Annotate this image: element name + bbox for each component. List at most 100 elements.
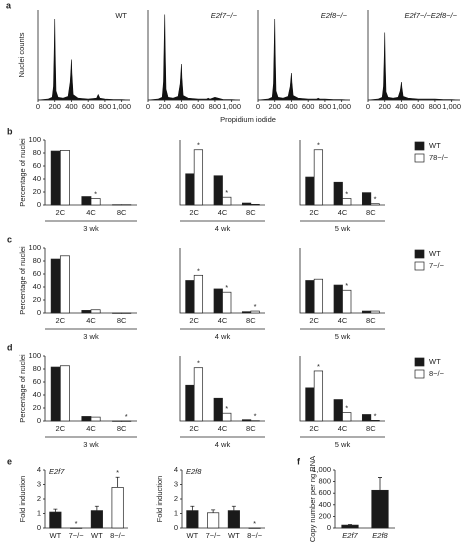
significance: *: [197, 266, 200, 275]
x-tick-label: 600: [192, 102, 205, 111]
significance: *: [116, 468, 119, 477]
bar: [241, 419, 252, 422]
legend-label: 8−/−: [429, 369, 445, 378]
x-tick-label: 600: [82, 102, 95, 111]
x-tick-label: WT: [228, 531, 240, 540]
significance: *: [197, 359, 200, 368]
y-tick-label: 40: [33, 390, 41, 399]
y-tick-label: 100: [28, 243, 41, 252]
y-tick-label: 2: [174, 494, 178, 503]
y-tick-label: 4: [37, 465, 41, 474]
significance: *: [225, 283, 228, 292]
x-tick-label: 0: [146, 102, 150, 111]
x-tick-label: 4C: [86, 424, 96, 433]
x-tick-label: 8C: [366, 424, 376, 433]
bar: [361, 192, 372, 206]
y-tick-label: 600: [318, 488, 331, 497]
y-axis-label: Fold induction: [18, 476, 27, 523]
x-tick-label: 4C: [86, 208, 96, 217]
bar: [185, 384, 195, 422]
y-tick-label: 3: [174, 479, 178, 488]
x-tick-label: 800: [99, 102, 112, 111]
legend-swatch: [414, 249, 425, 259]
x-axis-label: 4 wk: [215, 224, 231, 233]
x-tick-label: 2C: [189, 316, 199, 325]
axis: [299, 356, 385, 422]
x-tick-label: 400: [395, 102, 408, 111]
x-axis-label: 3 wk: [83, 224, 99, 233]
bar: [213, 288, 223, 314]
x-tick-label: 200: [158, 102, 171, 111]
x-tick-label: 7−/−: [69, 531, 85, 540]
y-tick-label: 0: [174, 523, 178, 532]
y-tick-label: 200: [318, 511, 331, 520]
y-tick-label: 80: [33, 148, 41, 157]
x-tick-label: E2f7: [342, 531, 358, 540]
legend-swatch: [414, 261, 425, 271]
y-tick-label: 1: [174, 508, 178, 517]
bar: [213, 397, 223, 422]
x-tick-label: 800: [319, 102, 332, 111]
bar: [186, 510, 199, 529]
x-tick-label: 2C: [56, 424, 66, 433]
bar: [222, 412, 232, 422]
y-tick-label: 20: [33, 187, 41, 196]
y-tick-label: 400: [318, 500, 331, 509]
significance: *: [75, 519, 78, 528]
legend-label: 7−/−: [429, 261, 445, 270]
panel-title: E2f7−/−E2f8−/−: [404, 11, 457, 20]
y-tick-label: 2: [37, 494, 41, 503]
significance: *: [345, 281, 348, 290]
x-tick-label: 200: [268, 102, 281, 111]
significance: *: [317, 141, 320, 150]
error-bar: [211, 509, 216, 513]
x-tick-label: 8C: [246, 316, 256, 325]
bar: [90, 416, 101, 422]
x-axis-label: 5 wk: [335, 224, 351, 233]
y-tick-label: 40: [33, 174, 41, 183]
panel-title: E2f7: [49, 467, 65, 476]
axis: [37, 10, 130, 101]
x-tick-label: 8C: [117, 424, 127, 433]
axis: [179, 140, 265, 206]
histogram: [147, 14, 241, 101]
bar: [193, 367, 204, 422]
legend-label: WT: [429, 141, 441, 150]
histogram: [257, 18, 351, 101]
legend-swatch: [414, 153, 425, 163]
x-tick-label: 8C: [246, 424, 256, 433]
bar: [241, 311, 252, 314]
histogram: [37, 18, 131, 101]
x-tick-label: 0: [36, 102, 40, 111]
bar: [50, 366, 61, 422]
axis: [367, 10, 460, 101]
x-tick-label: 400: [65, 102, 78, 111]
bar: [185, 173, 195, 206]
bar: [305, 176, 315, 206]
bar: [341, 524, 359, 529]
y-axis-label: Nuclei counts: [17, 32, 26, 77]
x-axis-label: Propidium iodide: [220, 115, 276, 124]
x-tick-label: 8−/−: [247, 531, 263, 540]
x-tick-label: 1,000: [332, 102, 351, 111]
legend-swatch: [414, 357, 425, 367]
significance: *: [125, 412, 128, 421]
x-tick-label: 400: [285, 102, 298, 111]
bar: [313, 278, 324, 314]
axis: [179, 356, 265, 422]
y-tick-label: 1,000: [312, 465, 331, 474]
bar: [185, 280, 195, 314]
bar: [361, 310, 372, 314]
y-tick-label: 60: [33, 377, 41, 386]
bar: [313, 370, 324, 422]
bar: [361, 414, 372, 422]
bar: [305, 280, 315, 314]
x-tick-label: 4C: [218, 424, 228, 433]
axis: [299, 140, 385, 206]
significance: *: [94, 189, 97, 198]
y-axis-label: Percentage of nuclei: [18, 354, 27, 423]
axis: [257, 10, 350, 101]
x-tick-label: 4C: [338, 316, 348, 325]
bar: [193, 274, 204, 314]
